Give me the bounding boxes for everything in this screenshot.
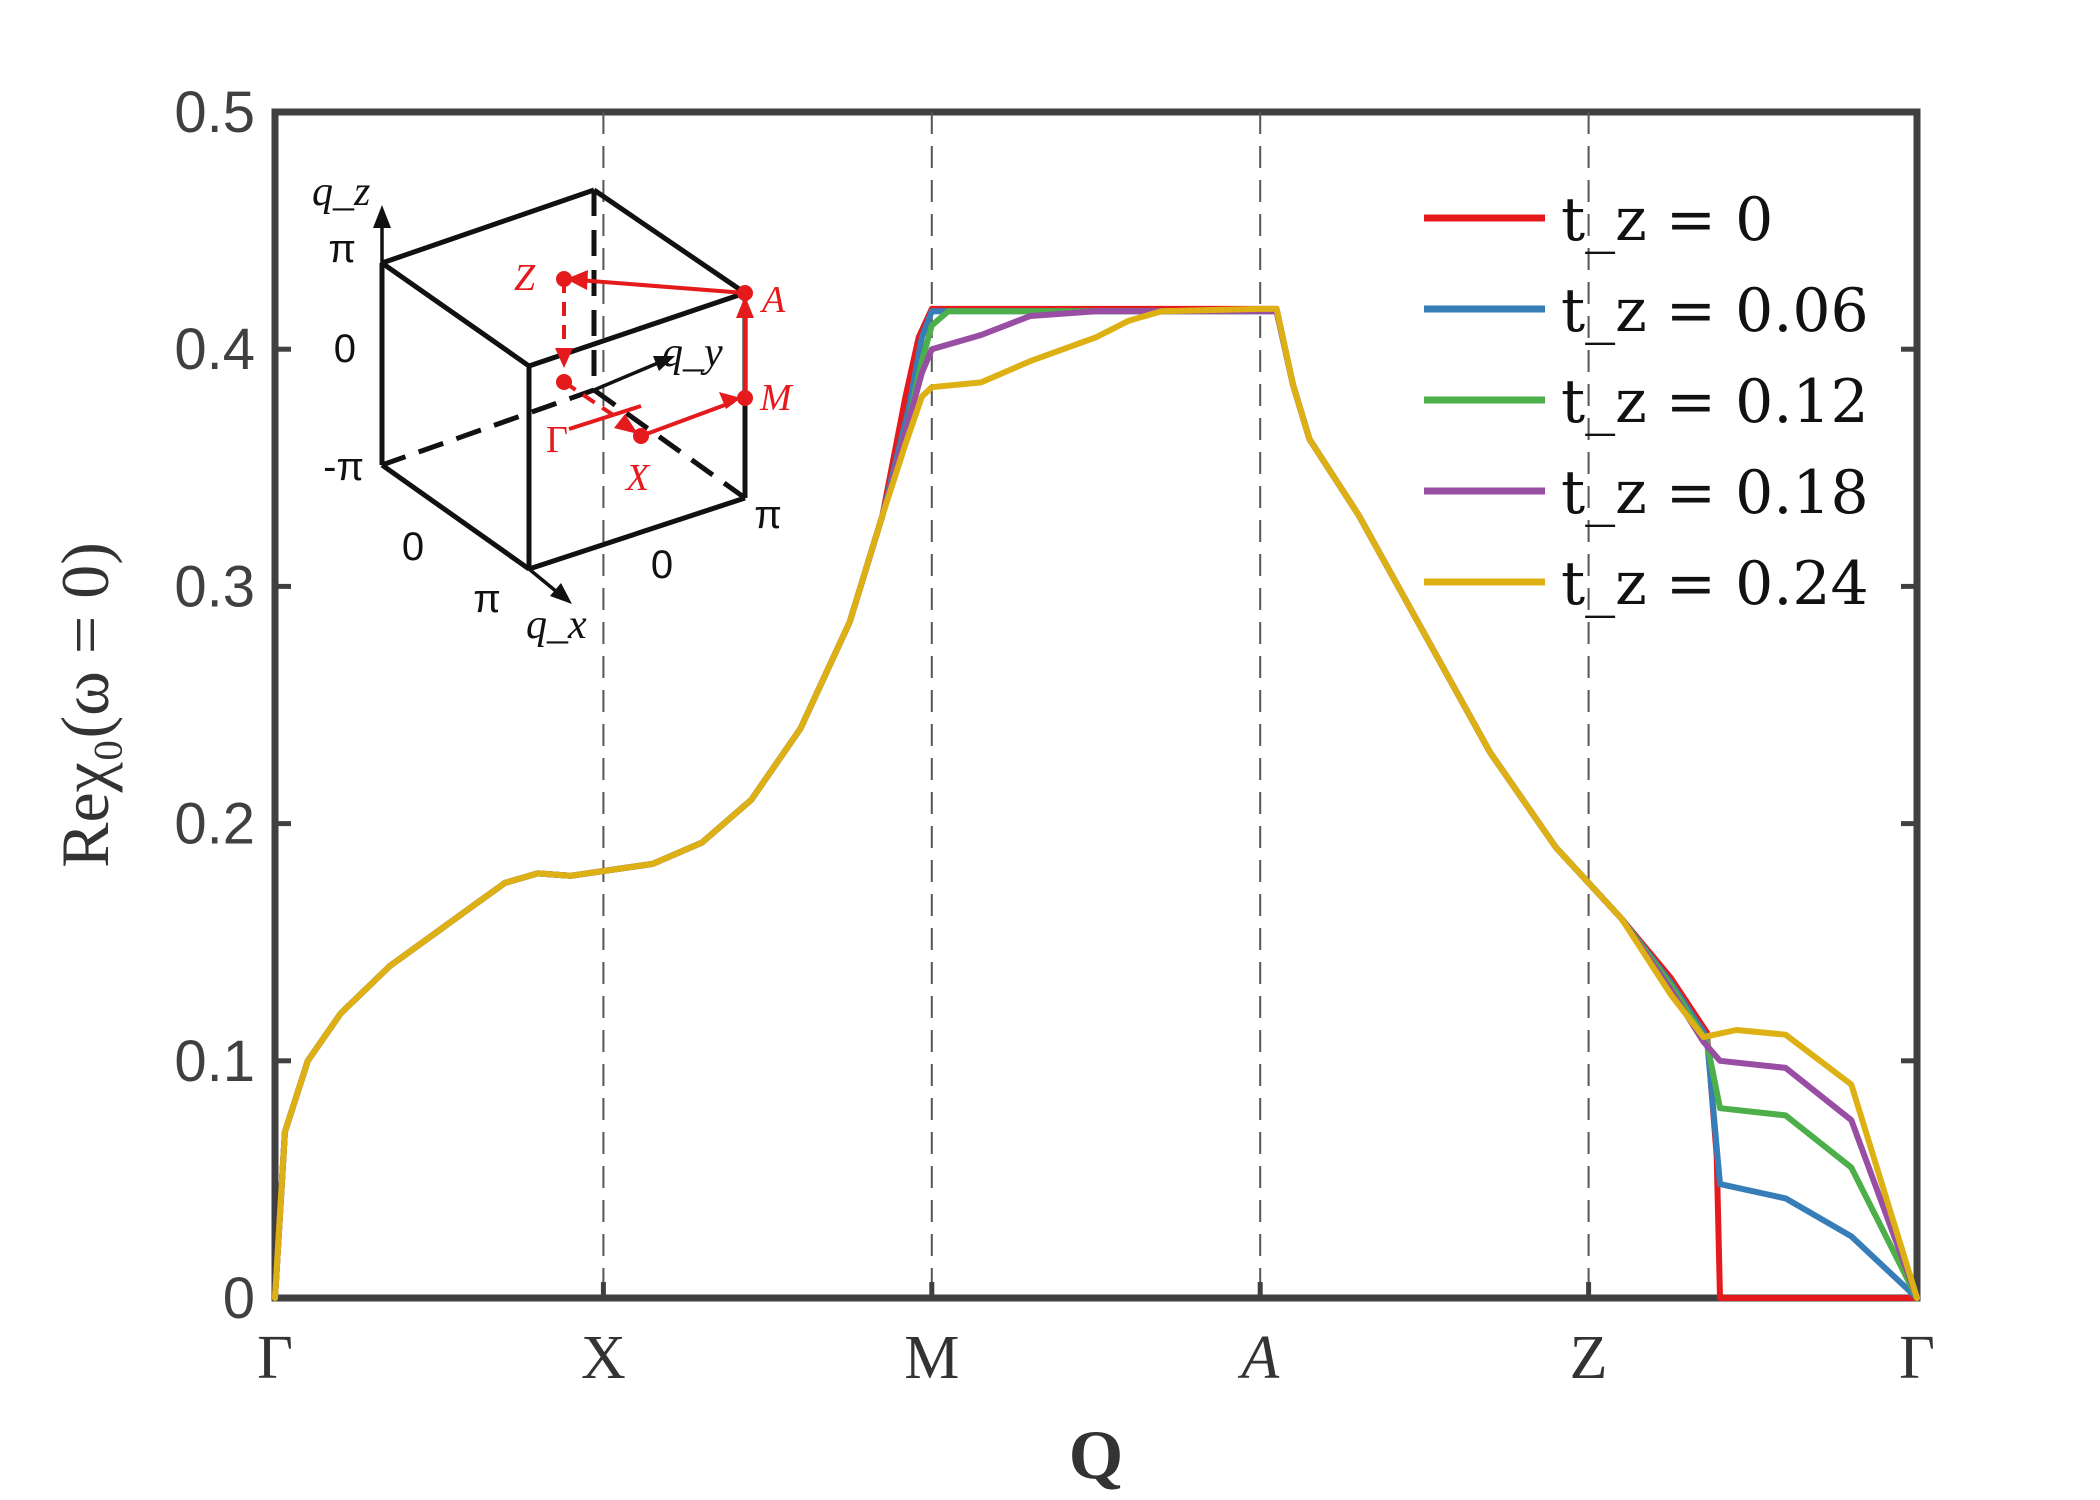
series-lines [272, 305, 1920, 1301]
legend-label-3: t_z = 0.18 [1561, 458, 1869, 528]
inset-label-gamma: Γ [546, 419, 568, 461]
y-tick-label: 0.3 [174, 554, 255, 619]
inset-qz-label: q_z [312, 169, 370, 215]
series-line-4 [272, 305, 1920, 1301]
inset-qx-tick-pi: π [473, 577, 501, 621]
y-tick-label: 0.2 [174, 792, 255, 857]
x-tick-label: X [581, 1324, 626, 1392]
inset-arrowhead-m-a [736, 296, 754, 318]
inset-qz-arrowhead [373, 205, 391, 228]
inset-qy-tick-pi: π [754, 493, 782, 537]
inset-qy-tick-0: 0 [651, 543, 673, 587]
inset-qy-arrowhead [653, 356, 675, 371]
x-tick-label: Z [1570, 1324, 1608, 1392]
inset-path [562, 278, 747, 438]
inset-arrowhead-a-z [566, 270, 588, 290]
inset-qz-tick-pi: π [328, 227, 356, 271]
plot-area [271, 108, 1921, 1302]
inset-label-m: M [759, 377, 794, 419]
inset-point-gamma [556, 374, 572, 390]
legend-label-1: t_z = 0.06 [1561, 276, 1869, 346]
inset-point-a [737, 285, 753, 301]
inset-qx-tick-0: 0 [402, 525, 424, 569]
legend: t_z = 0 t_z = 0.06 t_z = 0.12 t_z = 0.18 t_z… [1424, 185, 1869, 619]
inset-label-z: Z [514, 257, 536, 299]
y-axis-ticks: 0 0.1 0.2 0.3 0.4 0.5 [174, 80, 1917, 1331]
inset-qy-label: q_y [662, 330, 723, 376]
inset-point-m [737, 390, 753, 406]
inset-point-z [556, 271, 572, 287]
inset-qz-tick-minus-pi: -π [323, 445, 364, 489]
y-tick-label: 0.1 [174, 1029, 255, 1094]
inset-point-x [633, 428, 649, 444]
x-tick-label: Γ [257, 1324, 293, 1392]
legend-label-2: t_z = 0.12 [1561, 367, 1869, 437]
inset-qx-label: q_x [526, 602, 587, 648]
inset-qx-arrowhead [550, 583, 572, 604]
x-axis-label: Q [1069, 1417, 1123, 1494]
x-tick-label: Γ [1899, 1324, 1935, 1392]
inset-hidden-edges [381, 190, 747, 501]
y-axis-label: Reχ₀(ω = 0) [47, 542, 123, 868]
x-tick-label: A [1237, 1324, 1280, 1392]
grid-lines [602, 112, 1590, 1298]
inset-arrowhead-g-x [614, 414, 638, 434]
y-tick-label: 0.4 [174, 317, 255, 382]
inset-label-a: A [759, 279, 786, 321]
inset-label-x: X [624, 457, 651, 499]
legend-label-0: t_z = 0 [1561, 185, 1773, 255]
y-tick-label: 0.5 [174, 80, 255, 145]
inset-arrowhead-z-g [555, 348, 573, 368]
inset-brillouin-zone: q_z q_y q_x π 0 -π 0 π 0 π Z [312, 169, 794, 648]
inset-qz-tick-0: 0 [334, 327, 356, 371]
legend-label-4: t_z = 0.24 [1561, 549, 1869, 619]
inset-arrowhead-x-m [719, 392, 741, 409]
x-tick-label: M [904, 1324, 959, 1392]
y-tick-label: 0 [223, 1266, 255, 1331]
